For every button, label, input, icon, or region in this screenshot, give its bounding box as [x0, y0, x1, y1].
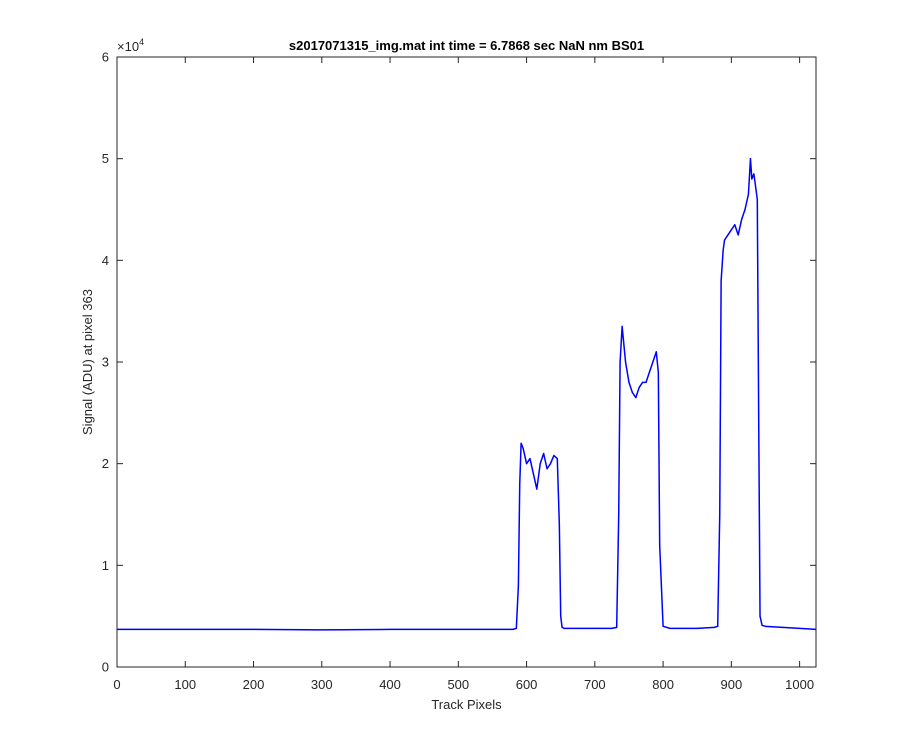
data-point [722, 249, 724, 251]
data-point [512, 628, 514, 630]
y-tick-label: 1 [102, 558, 109, 573]
data-point [749, 158, 752, 160]
data-point [655, 351, 657, 353]
x-tick-label: 300 [311, 677, 333, 692]
data-point [723, 239, 726, 241]
data-point [756, 198, 758, 200]
data-point [799, 627, 801, 629]
data-point [532, 473, 535, 475]
data-point [764, 625, 767, 627]
data-point [621, 325, 623, 328]
data-point [616, 626, 618, 628]
data-point [566, 627, 569, 629]
x-tick-label: 1000 [785, 677, 814, 692]
data-point [713, 626, 715, 628]
data-point [519, 483, 521, 485]
data-point [556, 457, 558, 460]
data-point [737, 234, 739, 236]
data-point [740, 219, 743, 221]
data-point [645, 381, 647, 383]
data-point [457, 628, 459, 630]
data-point [657, 371, 659, 373]
data-point [515, 627, 517, 629]
x-tick-label: 700 [584, 677, 606, 692]
data-point [389, 628, 391, 630]
data-point [696, 627, 698, 629]
data-point [659, 544, 661, 546]
data-point [717, 625, 719, 627]
y-tick-label: 4 [102, 253, 109, 268]
x-tick-label: 100 [174, 677, 196, 692]
data-point [747, 193, 750, 195]
data-point [730, 229, 732, 231]
data-point [669, 627, 671, 629]
data-point [753, 173, 755, 175]
data-point [539, 463, 541, 465]
data-point [642, 381, 644, 383]
data-point [744, 208, 746, 211]
y-exponent-power: 4 [139, 37, 144, 47]
data-point [560, 615, 562, 617]
y-tick-label: 5 [102, 151, 109, 166]
x-tick-label: 800 [652, 677, 674, 692]
data-point [759, 615, 761, 617]
data-point [727, 234, 729, 236]
data-point [631, 391, 633, 394]
data-point [624, 361, 627, 363]
data-point [517, 585, 519, 587]
axes-box [116, 56, 817, 668]
plot-area [117, 57, 816, 667]
data-point [522, 447, 524, 450]
data-point [751, 178, 753, 180]
data-point [525, 463, 528, 465]
data-point [662, 625, 664, 627]
data-point [618, 513, 620, 516]
x-tick-label: 0 [113, 677, 120, 692]
data-point [720, 280, 722, 282]
data-point [563, 627, 565, 629]
x-tick-label: 900 [721, 677, 743, 692]
data-point [536, 488, 538, 490]
y-tick-label: 3 [102, 355, 109, 370]
data-point [543, 452, 545, 455]
data-point [758, 412, 760, 414]
data-point [611, 627, 613, 629]
series-line [117, 157, 817, 631]
data-point [553, 454, 555, 457]
data-point [529, 457, 531, 460]
data-point [184, 628, 186, 630]
y-exponent-base: ×10 [117, 39, 139, 54]
data-point [520, 442, 522, 444]
y-tick-label: 0 [102, 660, 109, 675]
data-point [719, 513, 721, 516]
y-axis-label: Signal (ADU) at pixel 363 [80, 289, 95, 435]
chart-title: s2017071315_img.mat int time = 6.7868 se… [289, 38, 644, 53]
data-point [628, 381, 630, 383]
y-tick-label: 2 [102, 456, 109, 471]
data-point [635, 396, 637, 399]
x-axis-label: Track Pixels [431, 697, 502, 712]
data-point [619, 361, 621, 363]
data-point [734, 224, 736, 226]
x-tick-label: 500 [447, 677, 469, 692]
data-point [761, 624, 763, 626]
y-exponent-label: ×104 [117, 37, 144, 54]
data-point [754, 183, 756, 185]
data-point [561, 626, 563, 628]
data-point [638, 386, 640, 389]
data-point [321, 629, 323, 631]
x-tick-label: 200 [243, 677, 265, 692]
data-point [546, 468, 548, 470]
data-point [549, 463, 552, 465]
data-point [652, 361, 654, 363]
x-tick-label: 400 [379, 677, 401, 692]
y-tick-label: 6 [102, 50, 109, 65]
data-point [252, 628, 255, 630]
data-point [558, 524, 560, 526]
data-point [594, 627, 596, 629]
data-point [648, 371, 651, 373]
x-tick-label: 600 [516, 677, 538, 692]
